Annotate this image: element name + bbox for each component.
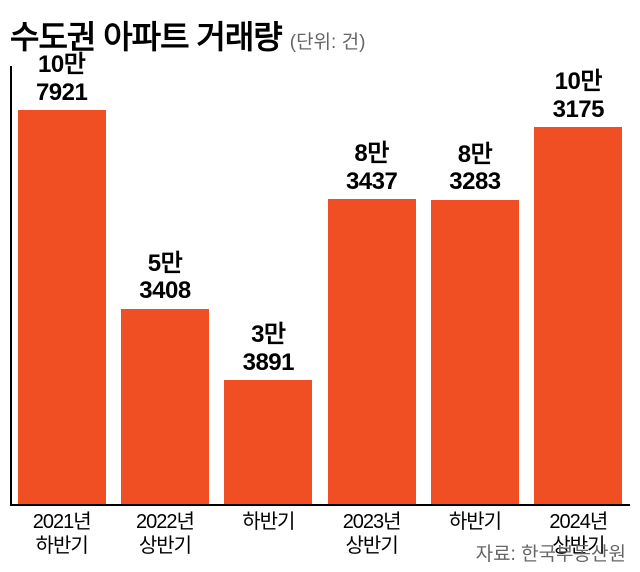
x-axis: [10, 504, 630, 506]
bar: [328, 199, 416, 504]
bars-container: 10만 79215만 34083만 38918만 34378만 328310만 …: [10, 66, 630, 504]
bar-value-label: 8만 3437: [346, 140, 397, 195]
bar: [18, 110, 106, 504]
chart-source: 자료: 한국부동산원: [476, 539, 626, 566]
x-axis-label: 하반기: [218, 510, 318, 558]
bar: [534, 127, 622, 504]
bar-group: 5만 3408: [115, 309, 215, 504]
bar-group: 8만 3437: [322, 199, 422, 504]
bar: [121, 309, 209, 504]
bar-group: 8만 3283: [425, 200, 525, 504]
bar: [431, 200, 519, 504]
bar-value-label: 5만 3408: [139, 250, 190, 305]
bar-group: 10만 7921: [12, 110, 112, 504]
chart-unit: (단위: 건): [290, 27, 366, 54]
chart-plot-area: 10만 79215만 34083만 38918만 34378만 328310만 …: [10, 66, 630, 506]
bar-value-label: 3만 3891: [243, 321, 294, 376]
x-axis-label: 2022년 상반기: [115, 510, 215, 558]
bar-group: 3만 3891: [218, 380, 318, 504]
bar-group: 10만 3175: [528, 127, 628, 504]
bar: [224, 380, 312, 504]
bar-value-label: 10만 3175: [553, 68, 604, 123]
x-axis-label: 2023년 상반기: [322, 510, 422, 558]
x-axis-label: 2021년 하반기: [12, 510, 112, 558]
chart-header: 수도권 아파트 거래량 (단위: 건): [10, 12, 630, 58]
bar-value-label: 8만 3283: [449, 141, 500, 196]
bar-value-label: 10만 7921: [36, 51, 87, 106]
